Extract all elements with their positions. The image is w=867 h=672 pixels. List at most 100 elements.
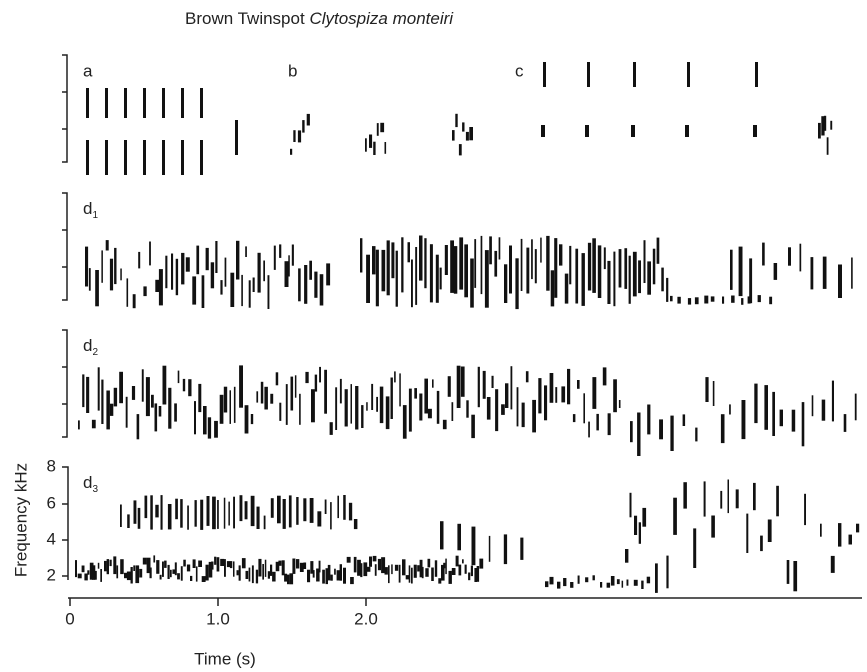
spectrogram-stroke (81, 565, 85, 573)
spectrogram-stroke (480, 235, 483, 295)
spectrogram-stroke (366, 402, 368, 411)
spectrogram-stroke (151, 394, 154, 408)
spectrogram-stroke (264, 559, 267, 577)
spectrogram-stroke (245, 570, 249, 579)
spectrogram-stroke (278, 560, 282, 566)
spectrogram-stroke (754, 383, 758, 424)
spectrogram-stroke (106, 559, 109, 575)
spectrogram-stroke (451, 402, 454, 421)
spectrogram-stroke (100, 569, 102, 582)
spectrogram-stroke (628, 255, 631, 304)
spectrogram-stroke (394, 564, 399, 571)
spectrogram-stroke (302, 120, 305, 133)
spectrogram-stroke (521, 402, 525, 428)
spectrogram-stroke (738, 246, 743, 297)
spectrogram-stroke (85, 246, 89, 287)
spectrogram-stroke (630, 421, 633, 443)
spectrogram-stroke (353, 519, 358, 530)
spectrogram-stroke (180, 499, 183, 528)
spectrogram-stroke (329, 422, 333, 435)
spectrogram-stroke (248, 567, 251, 582)
spectrogram-stroke (631, 125, 635, 137)
spectrogram-stroke (304, 265, 308, 304)
spectrogram-stroke (471, 526, 476, 566)
spectrogram-stroke (272, 571, 276, 582)
spectrogram-stroke (656, 237, 660, 264)
spectrogram-stroke (377, 558, 382, 571)
spectrogram-stroke (84, 573, 88, 581)
spectrogram-stroke (592, 377, 597, 409)
spectrogram-stroke (154, 403, 158, 432)
spectrogram-stroke (137, 507, 141, 529)
spectrogram-stroke (486, 397, 491, 420)
spectrogram-stroke (220, 558, 225, 566)
spectrogram-stroke (762, 242, 765, 266)
spectrogram-stroke (136, 414, 140, 440)
spectrogram-stroke (632, 251, 637, 297)
spectrogram-stroke (155, 504, 159, 518)
spectrogram-stroke (670, 415, 674, 451)
spectrogram-stroke (126, 571, 131, 581)
spectrogram-stroke (822, 256, 827, 289)
spectrogram-stroke (175, 258, 179, 296)
spectrogram-stroke (310, 561, 314, 574)
spectrogram-stroke (637, 412, 641, 456)
panel-brackets (62, 54, 862, 606)
spectrogram-stroke (427, 558, 431, 568)
spectrogram-stroke (279, 402, 282, 421)
spectrogram-stroke (501, 404, 505, 415)
spectrogram-stroke (830, 555, 835, 573)
spectrogram-stroke (451, 568, 456, 575)
y-tick-label: 2 (47, 565, 56, 584)
spectrogram-stroke (260, 381, 264, 404)
spectrogram-stroke (337, 495, 339, 519)
spectrogram-stroke (407, 242, 410, 263)
spectrogram-stroke (741, 400, 746, 440)
spectrogram-stroke (133, 565, 135, 571)
spectrogram-stroke (616, 579, 620, 585)
spectrogram-stroke (126, 278, 129, 307)
spectrogram-stroke (434, 560, 438, 577)
spectrogram-stroke (369, 556, 372, 567)
spectrogram-stroke (711, 515, 715, 538)
spectrogram-stroke (257, 252, 261, 293)
spectrogram-stroke (312, 570, 315, 578)
spectrogram-marks (75, 62, 860, 593)
spectrogram-stroke (760, 535, 763, 552)
spectrogram-stroke (695, 427, 698, 442)
spectrogram-stroke (214, 556, 217, 565)
spectrogram-stroke (357, 559, 361, 576)
spectrogram-stroke (666, 555, 669, 589)
spectrogram-stroke (607, 260, 611, 304)
spectrogram-stroke (292, 558, 296, 574)
spectrogram-stroke (181, 140, 184, 175)
spectrogram-stroke (531, 239, 533, 280)
spectrogram-stroke (585, 577, 589, 583)
spectrogram-stroke (139, 568, 143, 578)
spectrogram-stroke (350, 384, 352, 424)
spectrogram-stroke (208, 561, 213, 578)
spectrogram-stroke (643, 240, 646, 283)
spectrogram-stroke (596, 413, 599, 431)
spectrogram-stroke (793, 561, 798, 592)
spectrogram-stroke (773, 263, 778, 280)
spectrogram-stroke (457, 523, 461, 551)
spectrogram-stroke (391, 564, 393, 575)
spectrogram-stroke (251, 565, 254, 584)
spectrogram-stroke (764, 385, 768, 430)
spectrogram-stroke (330, 574, 333, 581)
spectrogram-stroke (585, 125, 589, 137)
spectrogram-stroke (317, 511, 322, 527)
panel-label: a (83, 61, 93, 80)
panel-letter: d (83, 473, 92, 492)
spectrogram-stroke (82, 374, 85, 408)
spectrogram-stroke (559, 244, 563, 266)
y-tick-label: 6 (47, 493, 56, 512)
spectrogram-stroke (78, 420, 80, 430)
spectrogram-stroke (275, 372, 279, 386)
spectrogram-stroke (105, 140, 108, 175)
spectrogram-stroke (303, 562, 307, 569)
spectrogram-stroke (610, 576, 615, 586)
spectrogram-stroke (705, 377, 709, 402)
spectrogram-stroke (550, 270, 555, 307)
